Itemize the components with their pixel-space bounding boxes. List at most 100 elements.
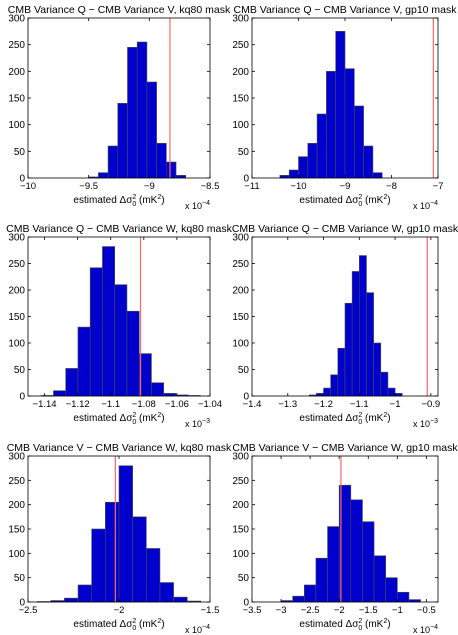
histogram-bar: [335, 31, 346, 179]
histogram-bar: [351, 271, 360, 397]
histogram-bar: [136, 41, 148, 179]
y-tick-label: 300: [232, 233, 249, 244]
x-tick-label: −10: [20, 181, 36, 192]
y-tick-label: 100: [232, 120, 249, 131]
histogram-bar: [114, 284, 128, 397]
y-tick-label: 100: [232, 549, 249, 560]
y-tick-label: 200: [8, 286, 25, 297]
x-tick-label: −3.5: [243, 605, 262, 616]
y-tick-label: 300: [8, 14, 25, 25]
histogram-bar: [359, 255, 367, 397]
histogram-bar: [98, 172, 109, 179]
x-tick-label: −8.5: [201, 181, 220, 192]
x-tick-label: −1.04: [198, 399, 222, 410]
histogram-bar: [397, 591, 410, 603]
histogram-bar: [385, 577, 398, 603]
y-tick-label: 250: [232, 259, 249, 270]
y-tick-label: 100: [232, 339, 249, 350]
histogram-bar: [298, 156, 309, 179]
y-tick-label: 200: [232, 67, 249, 78]
histogram-panel: CMB Variance V − CMB Variance W, gp10 ma…: [232, 442, 458, 635]
x-tick-label: −1.4: [243, 399, 262, 410]
histogram-bar: [326, 71, 336, 179]
axis-exponent-label: x 10−4: [413, 200, 438, 211]
axis-exponent-label: x 10−4: [185, 624, 210, 635]
y-tick-label: 250: [8, 476, 25, 487]
y-tick-label: 0: [243, 392, 249, 403]
x-tick-label: −7: [433, 181, 444, 192]
chart-title: CMB Variance Q − CMB Variance W, gp10 ma…: [232, 223, 458, 235]
histogram-bar: [53, 390, 67, 397]
histogram-bar: [105, 501, 120, 603]
x-tick-label: −1: [392, 605, 403, 616]
histogram-bar: [363, 145, 374, 179]
axis-exponent-label: x 10−4: [413, 624, 438, 635]
x-tick-label: −1.12: [66, 399, 90, 410]
histogram-bar: [344, 68, 355, 179]
histogram-bar: [77, 584, 93, 603]
x-axis-label: estimated Δσ2 0 (mK2): [299, 194, 390, 208]
y-tick-label: 0: [243, 174, 249, 185]
x-tick-label: −1.1: [101, 399, 120, 410]
y-tick-label: 0: [19, 392, 25, 403]
y-tick-label: 150: [8, 525, 25, 536]
histogram-bar: [151, 382, 164, 397]
x-axis-label: estimated Δσ2 0 (mK2): [299, 618, 390, 632]
x-tick-label: −9: [144, 181, 155, 192]
x-tick-label: −3: [276, 605, 287, 616]
x-axis-label: estimated Δσ2 0 (mK2): [299, 412, 390, 426]
y-tick-label: 200: [8, 500, 25, 511]
x-axis-label: estimated Δσ2 0 (mK2): [73, 194, 164, 208]
y-tick-label: 150: [8, 94, 25, 105]
y-tick-label: 300: [8, 233, 25, 244]
y-tick-label: 150: [232, 94, 249, 105]
histogram-bar: [344, 302, 353, 397]
x-tick-label: −9.5: [79, 181, 98, 192]
y-tick-label: 50: [238, 573, 250, 584]
histogram-panel: CMB Variance Q − CMB Variance W, gp10 ma…: [232, 223, 458, 429]
histogram-bar: [323, 387, 331, 397]
y-tick-label: 50: [14, 365, 26, 376]
y-tick-label: 50: [14, 147, 26, 158]
histogram-bar: [91, 528, 106, 603]
histogram-bar: [337, 347, 346, 397]
histogram-bar: [380, 371, 389, 397]
histogram-bar: [366, 292, 374, 397]
histogram-bar: [159, 582, 174, 603]
x-tick-label: −2: [334, 605, 345, 616]
histogram-bar: [362, 521, 375, 603]
x-tick-label: −1: [390, 399, 401, 410]
histogram-bar: [118, 465, 133, 603]
chart-title: CMB Variance Q − CMB Variance V, kq80 ma…: [8, 4, 231, 16]
histogram-bar: [307, 143, 318, 179]
histogram-bar: [166, 161, 177, 179]
x-tick-label: −0.9: [421, 399, 440, 410]
histogram-bar: [146, 81, 157, 179]
histogram-bar: [292, 595, 305, 603]
axis-exponent-label: x 10−3: [413, 418, 438, 429]
x-tick-label: −2.5: [301, 605, 320, 616]
y-tick-label: 250: [8, 259, 25, 270]
x-axis-label: estimated Δσ2 0 (mK2): [73, 618, 164, 632]
x-tick-label: −11: [244, 181, 259, 192]
histogram-bar: [387, 387, 396, 397]
x-tick-label: −1.5: [359, 605, 378, 616]
y-tick-label: 150: [232, 312, 249, 323]
histogram-bar: [126, 310, 140, 397]
histogram-bar: [316, 113, 327, 179]
histogram-panel: CMB Variance Q − CMB Variance V, gp10 ma…: [232, 4, 457, 211]
y-tick-label: 250: [232, 40, 249, 51]
y-tick-label: 300: [232, 14, 249, 25]
histogram-panel: CMB Variance V − CMB Variance W, kq80 ma…: [7, 442, 232, 635]
histogram-bar: [127, 47, 138, 179]
histogram-bar: [373, 555, 386, 603]
histogram-bar: [65, 368, 79, 397]
y-tick-label: 300: [232, 452, 249, 463]
y-tick-label: 150: [8, 312, 25, 323]
x-tick-label: −1.08: [132, 399, 156, 410]
histogram-bar: [89, 267, 103, 397]
y-tick-label: 50: [238, 365, 250, 376]
histogram-bar: [315, 557, 328, 603]
chart-title: CMB Variance Q − CMB Variance W, kq80 ma…: [6, 223, 232, 235]
